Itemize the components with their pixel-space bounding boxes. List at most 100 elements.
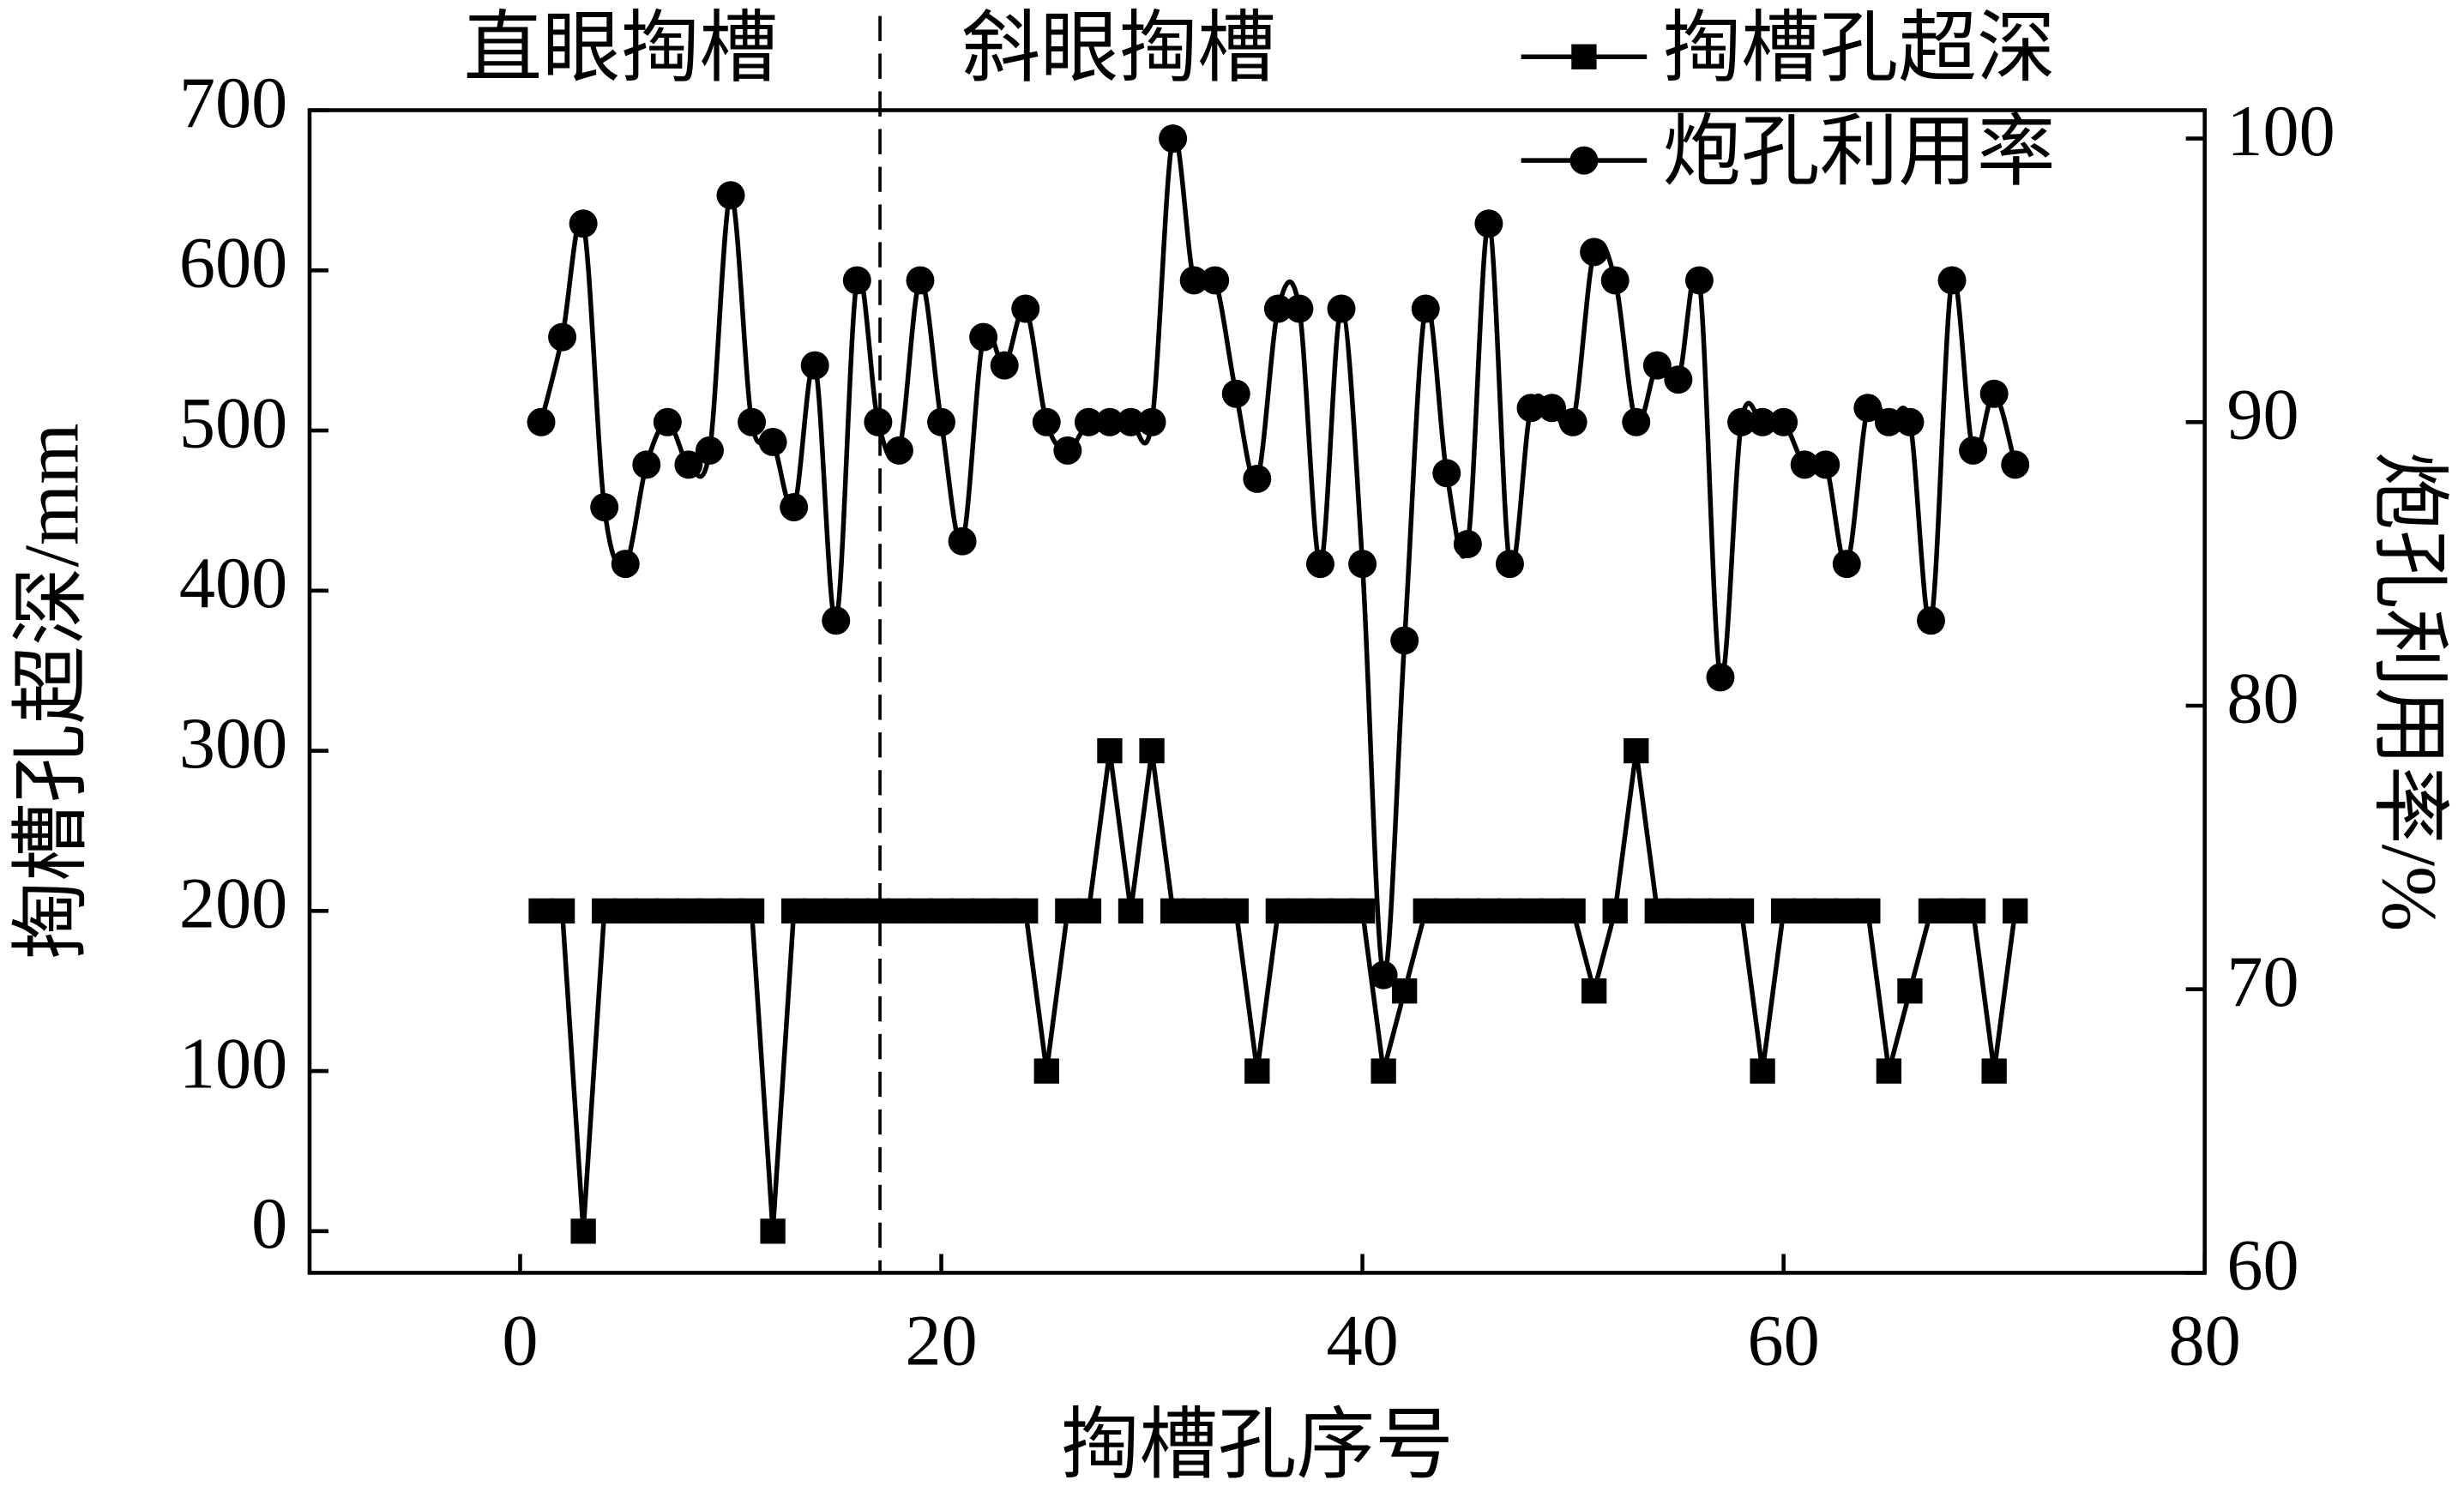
- square-marker: [1286, 898, 1312, 923]
- square-marker: [1202, 898, 1228, 923]
- y-tick-label: 600: [179, 224, 287, 304]
- square-marker: [654, 898, 681, 923]
- square-marker: [1602, 898, 1628, 923]
- y2-tick-label: 80: [2226, 659, 2298, 738]
- square-marker: [718, 898, 744, 923]
- y2-tick-label: 90: [2226, 376, 2298, 455]
- square-marker: [1160, 898, 1186, 923]
- circle-marker: [800, 351, 829, 380]
- circle-marker: [1832, 550, 1861, 579]
- x-axis-title: 掏槽孔序号: [1061, 1401, 1454, 1489]
- square-marker: [2003, 898, 2028, 923]
- circle-marker: [569, 209, 598, 238]
- square-marker: [1981, 1058, 2007, 1084]
- circle-marker: [1874, 407, 1903, 436]
- circle-marker: [1959, 436, 1988, 465]
- square-marker: [592, 898, 618, 923]
- circle-marker: [948, 526, 977, 556]
- y-tick-label: 700: [179, 63, 287, 143]
- y-tick-label: 500: [179, 383, 287, 463]
- circle-marker: [1117, 407, 1145, 436]
- square-marker: [1307, 898, 1334, 923]
- circle-marker: [1201, 266, 1230, 295]
- square-marker: [1770, 898, 1797, 923]
- legend-label: 掏槽孔超深: [1663, 4, 2056, 92]
- y2-axis-title: 炮孔利用率/%: [2366, 452, 2454, 932]
- square-marker: [1897, 978, 1923, 1004]
- square-marker: [528, 898, 554, 923]
- square-marker: [781, 898, 807, 923]
- circle-marker: [695, 436, 724, 465]
- square-marker: [1497, 898, 1523, 923]
- circle-marker: [1327, 294, 1356, 323]
- square-marker: [823, 898, 849, 923]
- circle-marker: [1369, 960, 1398, 990]
- circle-marker: [1432, 459, 1461, 488]
- circle-marker: [1263, 294, 1292, 323]
- circle-marker: [2001, 450, 2030, 479]
- square-marker: [991, 898, 1017, 923]
- y-tick-label: 300: [179, 704, 287, 784]
- circle-marker: [1917, 606, 1945, 635]
- x-tick-label: 20: [905, 1302, 977, 1381]
- circle-marker: [1727, 407, 1756, 436]
- circle-marker: [1811, 450, 1840, 479]
- y2-tick-label: 60: [2226, 1226, 2298, 1306]
- circle-marker: [1159, 124, 1188, 153]
- y2-tick-label: 100: [2226, 92, 2334, 171]
- square-marker: [1181, 898, 1207, 923]
- circle-marker: [1600, 266, 1630, 295]
- square-marker: [970, 898, 997, 923]
- circle-marker: [1580, 238, 1609, 267]
- annotation: 直眼掏槽: [464, 4, 778, 92]
- square-marker: [1392, 978, 1418, 1004]
- circle-marker: [674, 450, 703, 479]
- annotation: 斜眼掏槽: [961, 4, 1275, 92]
- circle-marker: [864, 407, 893, 436]
- square-marker: [1939, 898, 1965, 923]
- circle-marker: [1622, 407, 1651, 436]
- circle-marker: [738, 407, 767, 436]
- square-marker: [802, 898, 828, 923]
- circle-marker: [1538, 394, 1567, 423]
- square-marker: [1750, 1058, 1775, 1084]
- circle-marker: [1790, 450, 1819, 479]
- square-marker: [612, 898, 638, 923]
- circle-marker: [1305, 550, 1334, 579]
- circle-marker: [822, 606, 851, 635]
- circle-marker: [1095, 407, 1124, 436]
- circle-marker: [548, 322, 577, 352]
- circle-marker: [780, 493, 809, 521]
- square-marker: [634, 898, 660, 923]
- x-tick-label: 40: [1326, 1302, 1398, 1381]
- square-marker: [1918, 898, 1944, 923]
- circle-marker: [1558, 407, 1587, 436]
- circle-marker: [1979, 379, 2009, 408]
- circle-marker: [1516, 394, 1545, 423]
- circle-marker: [1285, 294, 1314, 323]
- circle-marker: [842, 266, 871, 295]
- series-line: [539, 133, 2018, 978]
- circle-marker: [611, 550, 640, 579]
- square-marker: [1686, 898, 1713, 923]
- y-tick-label: 100: [179, 1024, 287, 1104]
- square-marker: [1371, 1058, 1396, 1084]
- circle-marker: [1895, 407, 1925, 436]
- square-marker: [1434, 898, 1460, 923]
- circle-marker: [1937, 266, 1967, 295]
- circle-marker: [1179, 266, 1208, 295]
- square-marker: [1075, 898, 1102, 923]
- circle-marker: [758, 427, 787, 456]
- circle-marker: [653, 407, 682, 436]
- circle-marker: [716, 181, 745, 210]
- y-tick-label: 400: [179, 544, 287, 623]
- circle-marker: [1032, 407, 1061, 436]
- square-marker: [886, 898, 913, 923]
- square-marker: [1033, 1058, 1059, 1084]
- circle-marker: [1053, 436, 1082, 465]
- circle-marker: [969, 322, 998, 352]
- y2-tick-label: 70: [2226, 942, 2298, 1022]
- circle-marker: [1411, 294, 1440, 323]
- square-marker: [1118, 898, 1144, 923]
